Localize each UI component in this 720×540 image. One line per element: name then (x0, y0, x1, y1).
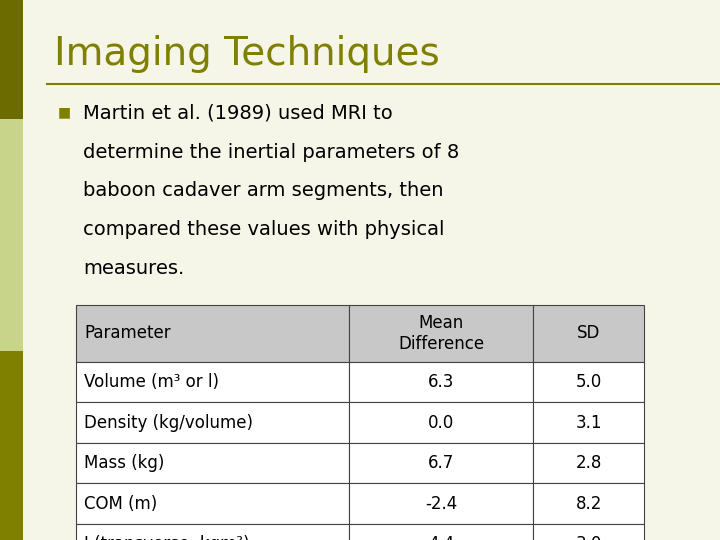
Text: 6.3: 6.3 (428, 373, 454, 391)
Text: 0.0: 0.0 (428, 414, 454, 431)
Text: baboon cadaver arm segments, then: baboon cadaver arm segments, then (83, 181, 444, 200)
Text: 2.8: 2.8 (575, 454, 602, 472)
Bar (533, 443, 644, 483)
Bar (349, 443, 533, 483)
Text: ■: ■ (58, 105, 71, 119)
Bar (349, 362, 533, 402)
Text: measures.: measures. (83, 259, 184, 278)
Text: SD: SD (577, 325, 600, 342)
Text: Parameter: Parameter (84, 325, 171, 342)
Text: 6.7: 6.7 (428, 454, 454, 472)
Text: compared these values with physical: compared these values with physical (83, 220, 444, 239)
Text: 5.0: 5.0 (575, 373, 602, 391)
Text: Mass (kg): Mass (kg) (84, 454, 165, 472)
Text: Martin et al. (1989) used MRI to: Martin et al. (1989) used MRI to (83, 104, 392, 123)
Text: Volume (m³ or l): Volume (m³ or l) (84, 373, 220, 391)
Text: COM (m): COM (m) (84, 495, 158, 512)
Text: determine the inertial parameters of 8: determine the inertial parameters of 8 (83, 143, 459, 161)
Bar (349, 483, 533, 524)
Bar (76, 524, 349, 540)
Bar (349, 305, 533, 362)
Bar (76, 443, 349, 483)
Bar (533, 524, 644, 540)
Bar (533, 362, 644, 402)
Text: Imaging Techniques: Imaging Techniques (54, 35, 440, 73)
Text: I (transverse, kgm²): I (transverse, kgm²) (84, 535, 250, 540)
Bar (533, 305, 644, 362)
Text: 4.4: 4.4 (428, 535, 454, 540)
Bar (0, 351, 23, 540)
Text: 8.2: 8.2 (575, 495, 602, 512)
Bar (76, 402, 349, 443)
Text: Mean
Difference: Mean Difference (398, 314, 484, 353)
Bar (349, 524, 533, 540)
Bar (533, 402, 644, 443)
Text: Density (kg/volume): Density (kg/volume) (84, 414, 253, 431)
Bar (0, 119, 23, 351)
Bar (533, 483, 644, 524)
Bar (76, 483, 349, 524)
Text: -2.4: -2.4 (425, 495, 457, 512)
Text: 3.1: 3.1 (575, 414, 602, 431)
Text: 3.0: 3.0 (575, 535, 602, 540)
Bar (349, 402, 533, 443)
Bar (76, 305, 349, 362)
Bar (76, 362, 349, 402)
Bar (0, 0, 23, 119)
